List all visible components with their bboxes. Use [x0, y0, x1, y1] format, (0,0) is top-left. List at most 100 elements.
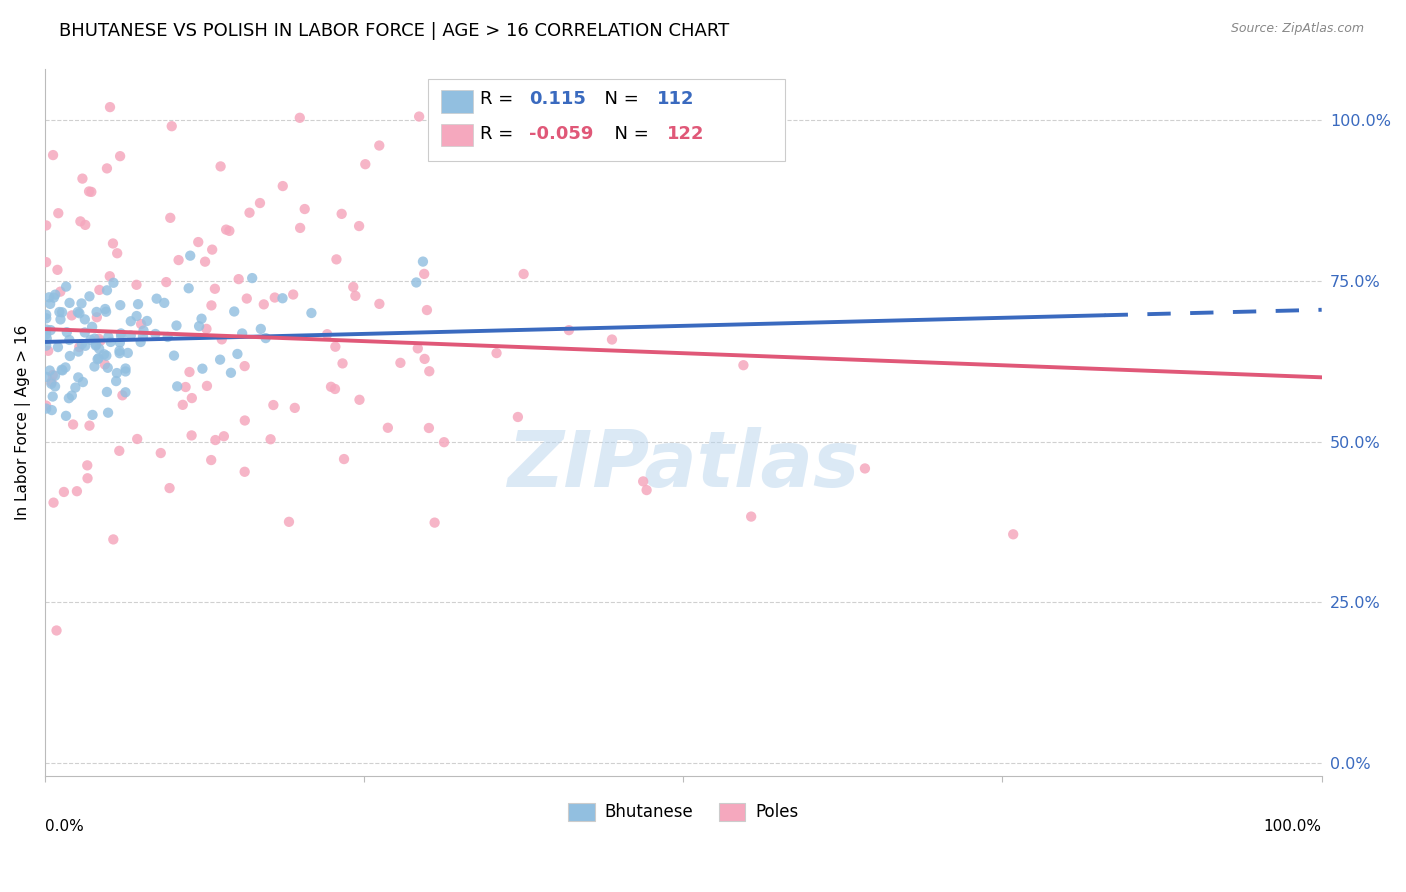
Point: [120, 314, 142, 328]
Point: [35, 219, 58, 233]
FancyBboxPatch shape: [440, 90, 472, 113]
Point: [44, 287, 66, 301]
Point: [215, 222, 238, 236]
Point: [233, 359, 256, 373]
Point: [733, 358, 755, 372]
Point: [55, 360, 77, 375]
Point: [105, 246, 128, 260]
Point: [42, 291, 65, 305]
Point: [389, 356, 412, 370]
Point: [39, 297, 62, 311]
Point: [35, 327, 58, 342]
Point: [132, 329, 155, 343]
Point: [194, 254, 217, 268]
Point: [72, 375, 94, 389]
Point: [67, 344, 90, 359]
Point: [79, 418, 101, 433]
Point: [35, 399, 58, 413]
Point: [179, 365, 201, 379]
Point: [111, 388, 134, 402]
Point: [58, 296, 80, 310]
Point: [108, 346, 131, 360]
Point: [180, 428, 202, 442]
Point: [70, 296, 93, 310]
Point: [368, 138, 391, 153]
Point: [86, 305, 108, 319]
Point: [125, 277, 148, 292]
Point: [94, 358, 117, 372]
Point: [49, 312, 72, 326]
Point: [209, 160, 232, 174]
Point: [87, 332, 110, 346]
Point: [96, 283, 118, 297]
Point: [72, 171, 94, 186]
Point: [49, 285, 72, 299]
Point: [342, 280, 364, 294]
Point: [240, 271, 263, 285]
Point: [368, 297, 391, 311]
Point: [188, 319, 211, 334]
Point: [108, 343, 131, 358]
Point: [110, 329, 132, 343]
Point: [249, 196, 271, 211]
Point: [41, 390, 63, 404]
Point: [94, 304, 117, 318]
Point: [233, 413, 256, 427]
Point: [406, 342, 429, 356]
Point: [408, 110, 430, 124]
Point: [96, 161, 118, 176]
Point: [84, 338, 107, 352]
Point: [204, 282, 226, 296]
Point: [263, 291, 285, 305]
Point: [105, 374, 128, 388]
Point: [418, 364, 440, 378]
Point: [179, 249, 201, 263]
Point: [323, 382, 346, 396]
Point: [226, 347, 249, 361]
Point: [66, 305, 89, 319]
Point: [177, 281, 200, 295]
Point: [271, 179, 294, 194]
Point: [65, 380, 87, 394]
Text: 0.115: 0.115: [529, 90, 586, 108]
Point: [512, 267, 534, 281]
Point: [166, 379, 188, 393]
Point: [212, 429, 235, 443]
Point: [145, 292, 167, 306]
Point: [46, 340, 69, 354]
Point: [506, 409, 529, 424]
Point: [166, 318, 188, 333]
Point: [631, 475, 654, 489]
Point: [39, 323, 62, 337]
Point: [108, 443, 131, 458]
Point: [600, 333, 623, 347]
Point: [250, 322, 273, 336]
Point: [75, 339, 97, 353]
Point: [48, 305, 70, 319]
Point: [51, 305, 73, 319]
Point: [278, 515, 301, 529]
Point: [97, 330, 120, 344]
Y-axis label: In Labor Force | Age > 16: In Labor Force | Age > 16: [15, 325, 31, 520]
Point: [224, 304, 246, 318]
Text: R =: R =: [481, 126, 519, 144]
Point: [153, 296, 176, 310]
Point: [156, 330, 179, 344]
Point: [120, 328, 142, 343]
Point: [45, 624, 67, 638]
Point: [558, 323, 581, 337]
Point: [231, 326, 253, 341]
Text: -0.059: -0.059: [529, 126, 593, 144]
Point: [35, 331, 58, 345]
Point: [209, 352, 232, 367]
Point: [129, 317, 152, 331]
Point: [149, 446, 172, 460]
Point: [86, 352, 108, 367]
Point: [219, 366, 242, 380]
Point: [418, 421, 440, 435]
Point: [271, 291, 294, 305]
Point: [129, 334, 152, 349]
Point: [155, 275, 177, 289]
Point: [283, 287, 305, 301]
Point: [67, 306, 90, 320]
